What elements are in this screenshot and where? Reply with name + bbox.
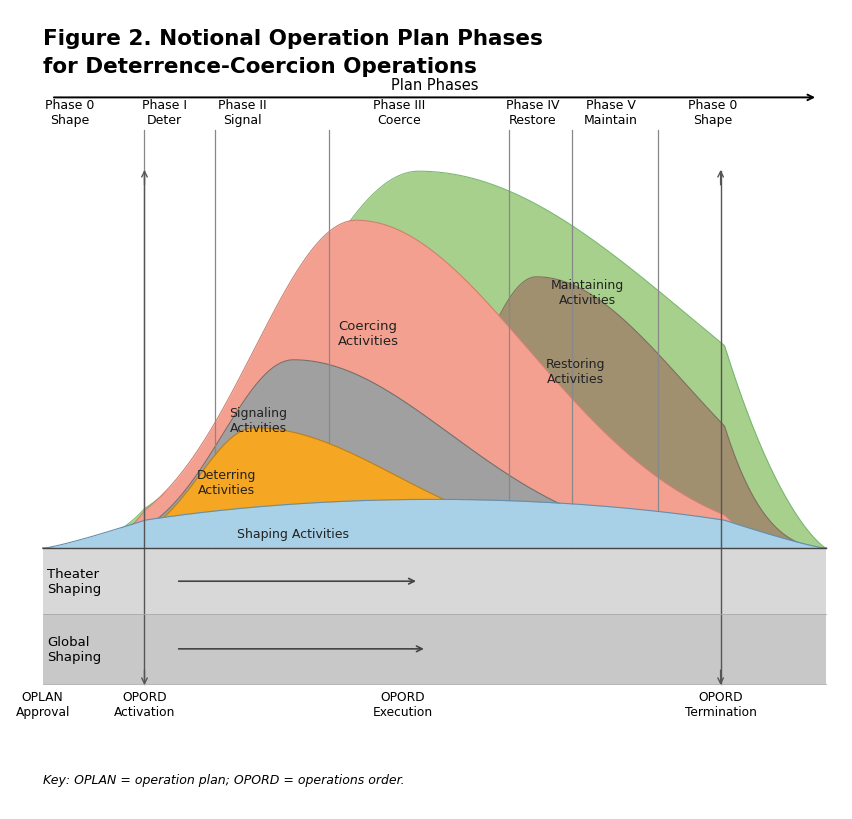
Text: Theater
Shaping: Theater Shaping	[47, 568, 101, 595]
Text: Shaping Activities: Shaping Activities	[238, 527, 349, 541]
Text: Phase I
Deter: Phase I Deter	[141, 99, 187, 127]
Text: Coercing
Activities: Coercing Activities	[337, 320, 399, 348]
Text: OPLAN
Approval: OPLAN Approval	[15, 690, 70, 718]
Text: Key: OPLAN = operation plan; OPORD = operations order.: Key: OPLAN = operation plan; OPORD = ope…	[43, 773, 404, 786]
Text: Phase V
Maintain: Phase V Maintain	[584, 99, 638, 127]
Text: OPORD
Execution: OPORD Execution	[373, 690, 433, 718]
Text: Global
Shaping: Global Shaping	[47, 635, 101, 663]
Text: OPORD
Activation: OPORD Activation	[114, 690, 176, 718]
Text: Phase 0
Shape: Phase 0 Shape	[688, 99, 738, 127]
Text: for Deterrence-Coercion Operations: for Deterrence-Coercion Operations	[43, 57, 476, 77]
Text: Phase II
Signal: Phase II Signal	[218, 99, 267, 127]
Text: OPORD
Termination: OPORD Termination	[685, 690, 757, 718]
Text: Maintaining
Activities: Maintaining Activities	[550, 278, 624, 306]
Text: Phase III
Coerce: Phase III Coerce	[373, 99, 425, 127]
Text: Signaling
Activities: Signaling Activities	[229, 407, 287, 435]
Text: Plan Phases: Plan Phases	[391, 79, 478, 93]
Bar	[43, 549, 826, 614]
Bar	[43, 614, 826, 684]
Text: Phase IV
Restore: Phase IV Restore	[506, 99, 559, 127]
Text: Figure 2. Notional Operation Plan Phases: Figure 2. Notional Operation Plan Phases	[43, 29, 543, 48]
Text: Phase 0
Shape: Phase 0 Shape	[45, 99, 95, 127]
Text: Restoring
Activities: Restoring Activities	[546, 358, 606, 386]
Text: Deterring
Activities: Deterring Activities	[197, 468, 256, 497]
